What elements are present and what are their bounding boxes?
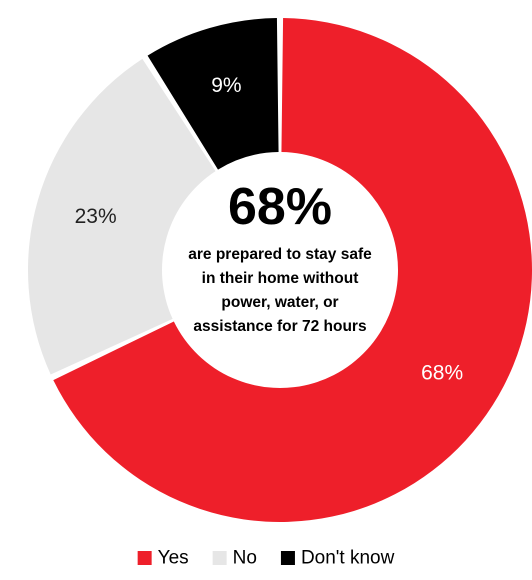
- legend-swatch-don-t-know: [280, 551, 295, 565]
- legend-item-no: No: [212, 548, 257, 569]
- center-line-4: assistance for 72 hours: [193, 318, 366, 335]
- slice-label-no: 23%: [75, 205, 117, 228]
- center-headline: 68%: [228, 178, 332, 236]
- slice-don-t-know: [147, 18, 279, 170]
- legend-label-don-t-know: Don't know: [301, 548, 395, 569]
- center-line-2: in their home without: [202, 270, 359, 287]
- center-line-3: power, water, or: [221, 294, 338, 311]
- legend: Yes No Don't know: [137, 548, 395, 569]
- center-annotation: 68% are prepared to stay safe in their h…: [188, 178, 372, 335]
- legend-label-no: No: [233, 548, 257, 569]
- legend-swatch-no: [212, 551, 227, 565]
- legend-item-yes: Yes: [137, 548, 189, 569]
- slice-yes: [53, 18, 532, 522]
- slice-label-don-t-know: 9%: [211, 74, 241, 97]
- slice-label-yes: 68%: [421, 361, 463, 384]
- chart-slice-labels: 68% 23% 9%: [75, 74, 464, 384]
- center-line-1: are prepared to stay safe: [188, 246, 372, 263]
- chart-slices: [28, 18, 532, 522]
- legend-label-yes: Yes: [158, 548, 189, 569]
- legend-swatch-yes: [137, 551, 152, 565]
- slice-no: [28, 58, 216, 375]
- legend-item-don-t-know: Don't know: [280, 548, 395, 569]
